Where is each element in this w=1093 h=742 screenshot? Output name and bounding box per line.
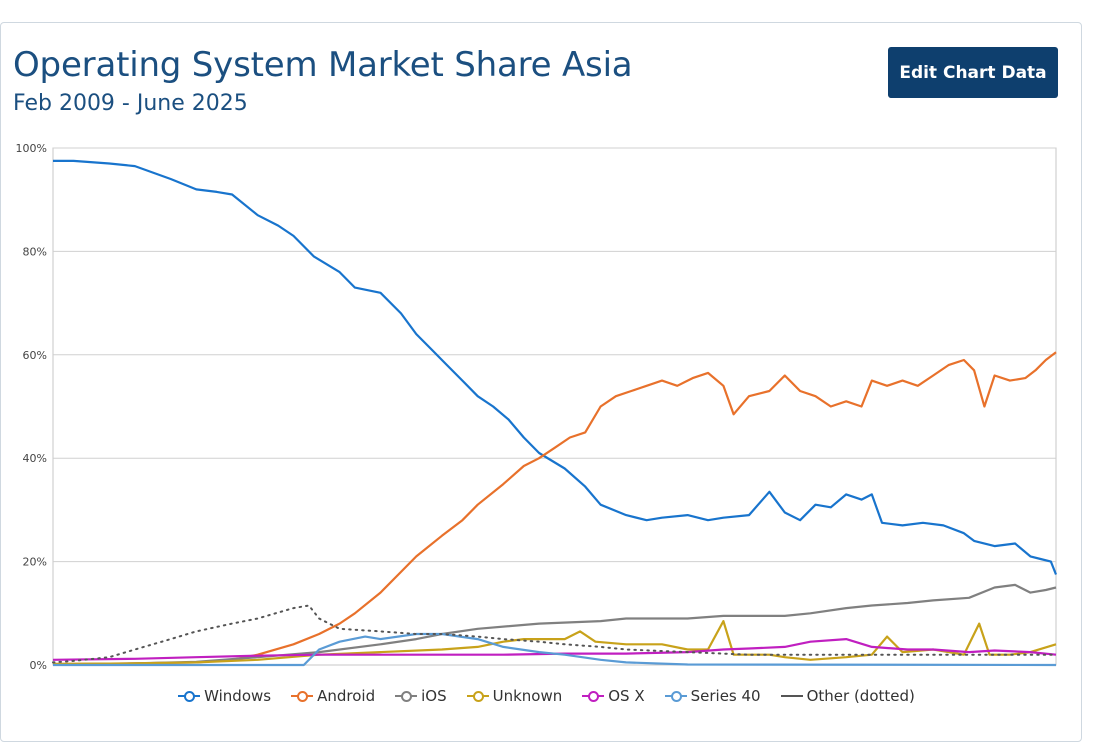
y-tick-label: 0%: [30, 659, 47, 672]
plot-area: [52, 147, 1057, 666]
legend-marker-icon: [582, 688, 605, 704]
series-line-ios[interactable]: [52, 583, 1057, 666]
legend-marker-icon: [780, 688, 803, 704]
y-tick-label: 100%: [16, 142, 47, 155]
legend-marker-icon: [291, 688, 314, 704]
y-tick-label: 60%: [23, 349, 47, 362]
series-line-unknown[interactable]: [52, 620, 1057, 666]
legend-marker-icon: [664, 688, 687, 704]
series-line-other-dotted[interactable]: [52, 604, 1057, 664]
series-line-series-40[interactable]: [53, 632, 1057, 667]
y-tick-label: 40%: [23, 452, 47, 465]
line-chart: statcounter 0%20%40%60%80%100%: [16, 142, 1058, 672]
chart-legend: Windows Android iOS Unknown OS X Series 40 Oth…: [0, 687, 1093, 705]
legend-label: Android: [317, 687, 376, 705]
legend-label: Unknown: [492, 687, 563, 705]
y-tick-label: 20%: [23, 556, 47, 569]
series-line-android[interactable]: [52, 351, 1057, 666]
legend-item-os-x[interactable]: OS X: [582, 687, 645, 705]
edit-chart-data-button[interactable]: Edit Chart Data: [888, 47, 1058, 98]
legend-label: iOS: [421, 687, 447, 705]
legend-label: Series 40: [690, 687, 761, 705]
legend-item-unknown[interactable]: Unknown: [466, 687, 563, 705]
chart-title: Operating System Market Share Asia: [13, 45, 633, 85]
legend-marker-icon: [466, 688, 489, 704]
legend-label: Other (dotted): [806, 687, 915, 705]
series-line-windows[interactable]: [53, 159, 1058, 575]
legend-item-windows[interactable]: Windows: [178, 687, 271, 705]
legend-item-ios[interactable]: iOS: [395, 687, 447, 705]
legend-label: OS X: [608, 687, 645, 705]
series-line-os-x[interactable]: [52, 638, 1057, 661]
y-tick-label: 80%: [23, 245, 47, 258]
legend-label: Windows: [204, 687, 272, 705]
legend-item-series-40[interactable]: Series 40: [664, 687, 761, 705]
legend-item-other-dotted[interactable]: Other (dotted): [780, 687, 915, 705]
legend-marker-icon: [178, 688, 201, 704]
chart-subtitle: Feb 2009 - June 2025: [13, 91, 248, 116]
legend-marker-icon: [395, 688, 418, 704]
legend-item-android[interactable]: Android: [291, 687, 375, 705]
